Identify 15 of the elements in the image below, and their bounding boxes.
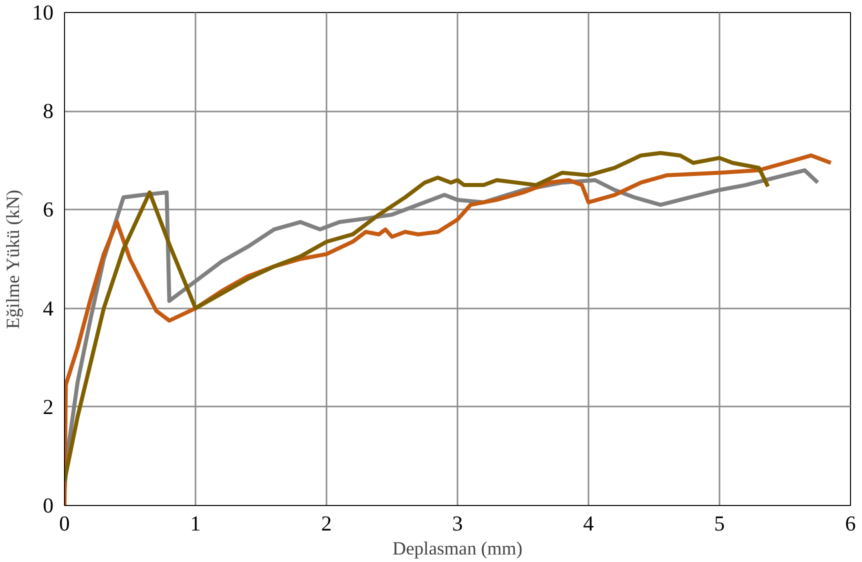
- y-tick-label: 4: [42, 296, 54, 320]
- y-tick-label: 2: [42, 394, 54, 419]
- y-tick-label: 10: [32, 0, 54, 24]
- x-tick-label: 0: [59, 512, 70, 536]
- y-tick-label: 8: [42, 99, 54, 124]
- x-tick-label: 1: [190, 512, 201, 536]
- x-tick-label: 4: [583, 512, 594, 536]
- x-tick-label: 6: [845, 512, 856, 536]
- y-tick-label: 6: [42, 198, 54, 222]
- y-axis-title: Eğilme Yükü (kN): [3, 190, 24, 329]
- y-tick-label: 0: [42, 494, 54, 518]
- x-tick-label: 5: [714, 512, 725, 536]
- x-tick-label: 2: [321, 512, 332, 536]
- x-tick-label: 3: [452, 512, 463, 536]
- x-axis-title: Deplasman (mm): [392, 538, 523, 560]
